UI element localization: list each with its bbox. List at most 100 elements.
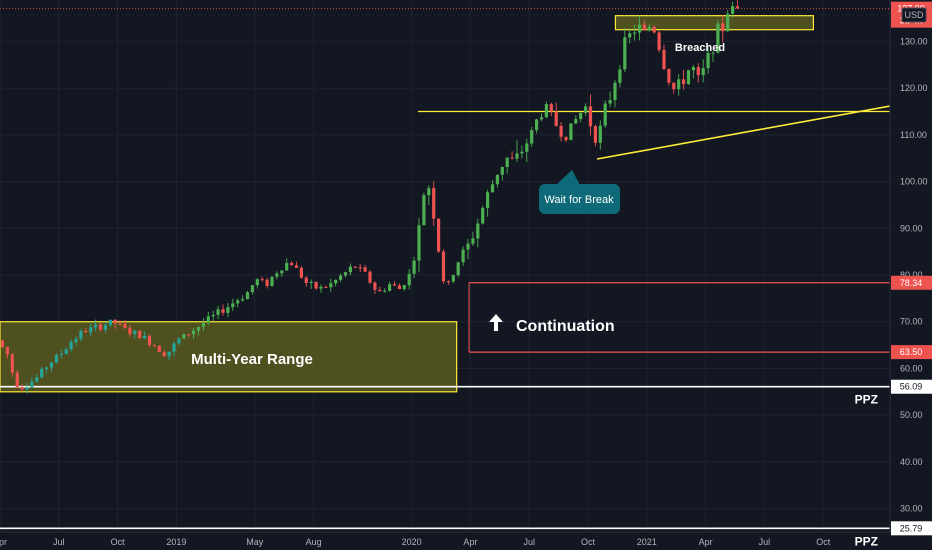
candle-body xyxy=(5,346,9,355)
candle-body xyxy=(89,327,93,333)
candle-body xyxy=(0,340,5,347)
callout-pointer xyxy=(556,170,580,185)
candle-body xyxy=(564,136,568,141)
breached-zone xyxy=(614,15,815,31)
candle-body xyxy=(250,285,254,293)
candle-body xyxy=(64,349,68,355)
candle-body xyxy=(481,207,485,224)
price-tick-label: 110.00 xyxy=(900,130,927,140)
candle-body xyxy=(378,289,382,292)
time-tick-label: Jul xyxy=(759,537,771,547)
candle-body xyxy=(510,157,514,159)
ascending-trendline xyxy=(596,105,891,160)
price-tick-label: 40.00 xyxy=(900,457,923,467)
candle-body xyxy=(94,324,98,328)
candle-body xyxy=(353,266,357,268)
candle-body xyxy=(15,372,19,388)
candle-body xyxy=(535,119,539,131)
candle-body xyxy=(172,343,176,352)
callout-text: Wait for Break xyxy=(544,194,614,206)
candle-body xyxy=(84,330,88,333)
candle-body xyxy=(69,342,73,350)
candle-body xyxy=(167,351,171,357)
price-tick-label: 100.00 xyxy=(900,177,928,187)
price-tick-label: 30.00 xyxy=(900,504,923,514)
price-tick-label: 130.00 xyxy=(900,36,928,46)
candle-body xyxy=(182,334,186,339)
candle-body xyxy=(735,6,740,9)
candle-body xyxy=(373,282,377,290)
candle-body xyxy=(588,106,593,127)
time-tick-label: May xyxy=(246,537,264,547)
price-tag xyxy=(891,379,932,394)
candle-body xyxy=(147,335,152,346)
candle-body xyxy=(441,251,446,282)
time-axis[interactable]: Apr Jul Oct 2019 May Aug 2020 Apr Jul Oct 2021 Apr J… xyxy=(0,531,932,547)
annotation-layer: Multi-Year Range Breached Wait for Break Co… xyxy=(191,42,725,368)
candle-body xyxy=(466,243,470,250)
candle-body xyxy=(324,286,328,288)
candle-body xyxy=(319,286,323,289)
chart-grid xyxy=(0,0,890,532)
price-tick-label: 90.00 xyxy=(900,223,923,233)
candle-body xyxy=(520,151,524,154)
candle-body xyxy=(471,238,475,244)
candle-body xyxy=(726,13,730,32)
multi-year-range-label: Multi-Year Range xyxy=(191,351,313,368)
candle-body xyxy=(143,335,147,339)
candle-body xyxy=(138,330,142,339)
candle-body xyxy=(309,281,313,284)
candle-body xyxy=(280,270,284,274)
candle-body xyxy=(451,275,455,282)
candle-body xyxy=(544,104,548,118)
candle-body xyxy=(559,125,563,137)
candle-body xyxy=(397,285,401,290)
candle-body xyxy=(294,265,299,268)
ppz-label: PPZ xyxy=(855,393,878,407)
candle-body xyxy=(304,277,308,284)
candle-body xyxy=(721,23,725,32)
candle-body xyxy=(652,26,656,33)
price-axis[interactable]: 30.00 40.00 50.00 60.00 70.00 80.00 90.00 100.0… xyxy=(889,0,928,532)
candle-body xyxy=(231,303,235,308)
candle-body xyxy=(598,125,602,143)
candle-body xyxy=(275,273,279,277)
price-tick-label: 60.00 xyxy=(900,363,923,373)
time-tick-label: Jul xyxy=(523,537,535,547)
candle-body xyxy=(525,143,529,152)
candle-body xyxy=(696,67,700,76)
candle-body xyxy=(10,354,14,373)
price-tag-label: 56.09 xyxy=(900,382,923,392)
candle-body xyxy=(103,325,107,330)
price-tag xyxy=(891,345,932,360)
candle-body xyxy=(574,119,578,124)
time-tick-label: Oct xyxy=(581,537,596,547)
candle-body xyxy=(383,290,387,292)
candle-body xyxy=(25,387,29,390)
candle-body xyxy=(539,117,544,120)
candle-body xyxy=(245,292,250,300)
candle-body xyxy=(446,281,450,283)
levels-layer xyxy=(0,8,890,530)
candle-body xyxy=(593,126,597,143)
price-tick-label: 70.00 xyxy=(900,317,923,327)
callout-box xyxy=(539,184,620,214)
price-tick-label: 120.00 xyxy=(900,83,928,93)
candle-body xyxy=(299,267,303,278)
candle-body xyxy=(123,323,127,328)
candle-body xyxy=(128,327,132,335)
candle-body xyxy=(637,24,642,33)
candle-body xyxy=(623,37,627,70)
time-tick-label: Apr xyxy=(0,537,7,547)
candle-body xyxy=(461,249,465,263)
ppz-label: PPZ xyxy=(855,534,878,548)
candle-body xyxy=(59,354,63,356)
candle-body xyxy=(392,284,397,286)
candle-body xyxy=(569,123,573,141)
price-tag-label: 78.34 xyxy=(900,278,923,288)
time-tick-label: Oct xyxy=(111,537,126,547)
candles-layer xyxy=(0,0,740,394)
candle-body xyxy=(417,225,421,261)
